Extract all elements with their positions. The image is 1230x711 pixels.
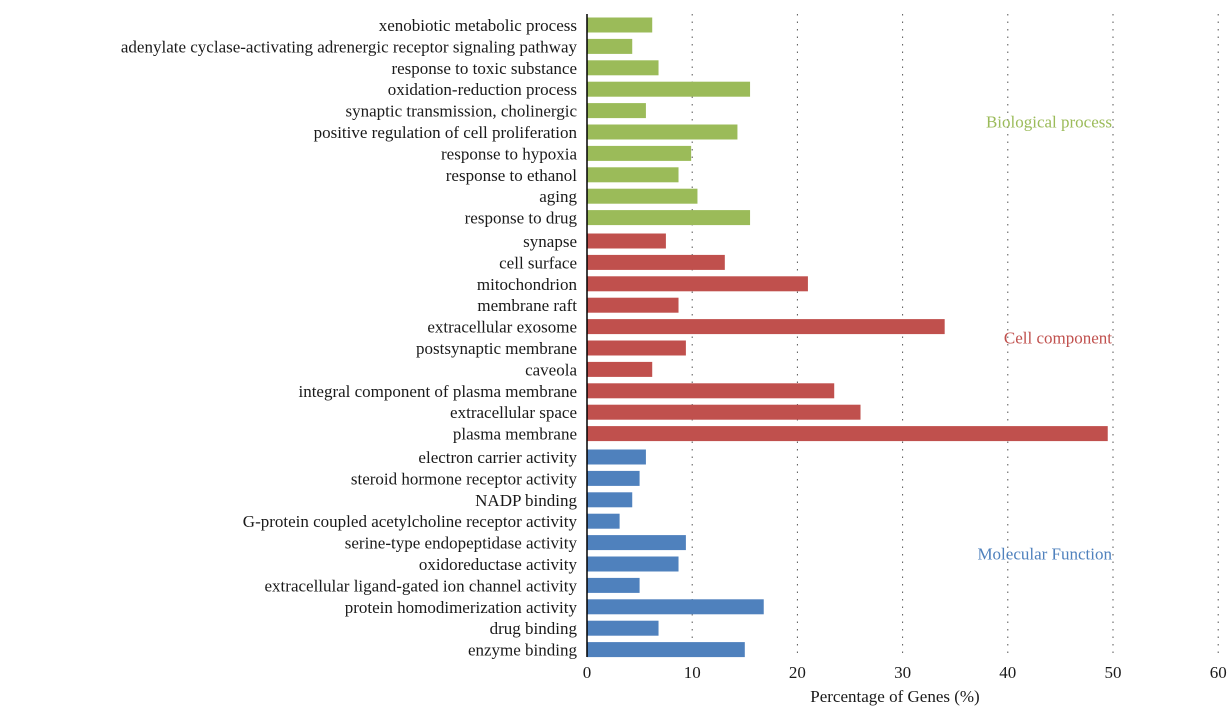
category-label: adenylate cyclase-activating adrenergic …	[121, 37, 578, 56]
gridlines	[691, 14, 1219, 657]
category-label: synapse	[523, 232, 577, 251]
bar	[587, 535, 686, 551]
bar	[587, 577, 640, 593]
category-label: xenobiotic metabolic process	[379, 16, 577, 35]
category-label: integral component of plasma membrane	[298, 382, 577, 401]
bar	[587, 449, 646, 465]
series-label: Biological process	[986, 112, 1112, 131]
category-label: G-protein coupled acetylcholine receptor…	[243, 512, 578, 531]
bar	[587, 340, 686, 356]
x-tick-label: 40	[999, 663, 1016, 682]
category-label: extracellular space	[450, 403, 577, 422]
category-label: steroid hormone receptor activity	[351, 469, 578, 488]
bar	[587, 124, 738, 140]
bar	[587, 254, 725, 270]
x-tick-label: 20	[789, 663, 806, 682]
bar	[587, 38, 633, 54]
category-label: extracellular exosome	[427, 318, 577, 337]
bar	[587, 81, 751, 97]
bar	[587, 383, 835, 399]
category-label: oxidoreductase activity	[419, 555, 578, 574]
series-label: Molecular Function	[977, 544, 1112, 563]
bar	[587, 361, 653, 377]
bar	[587, 556, 679, 572]
category-label: membrane raft	[477, 296, 577, 315]
x-tick-label: 10	[684, 663, 701, 682]
bar	[587, 17, 653, 33]
category-label: aging	[539, 187, 577, 206]
bar	[587, 210, 751, 226]
category-label: caveola	[525, 360, 577, 379]
category-label: positive regulation of cell proliferatio…	[314, 123, 578, 142]
category-label: plasma membrane	[453, 425, 577, 444]
category-label: serine-type endopeptidase activity	[345, 534, 578, 553]
bar	[587, 167, 679, 183]
bar	[587, 599, 764, 615]
series-label: Cell component	[1004, 328, 1112, 347]
bar	[587, 492, 633, 508]
category-label: extracellular ligand-gated ion channel a…	[265, 576, 578, 595]
bar	[587, 620, 659, 636]
bar	[587, 642, 745, 658]
bars	[587, 17, 1108, 658]
bar	[587, 145, 692, 161]
category-label: cell surface	[499, 253, 577, 272]
category-label: drug binding	[490, 619, 578, 638]
category-label: mitochondrion	[477, 275, 578, 294]
bar	[587, 276, 808, 292]
bar	[587, 513, 620, 529]
category-label: synaptic transmission, cholinergic	[345, 102, 577, 121]
bar	[587, 470, 640, 486]
x-axis-title: Percentage of Genes (%)	[810, 687, 979, 706]
bar	[587, 319, 945, 335]
bar	[587, 188, 698, 204]
category-labels: xenobiotic metabolic process adenylate cy…	[121, 16, 578, 660]
category-label: response to toxic substance	[391, 59, 577, 78]
x-tick-label: 30	[894, 663, 911, 682]
category-label: oxidation-reduction process	[388, 80, 577, 99]
category-label: electron carrier activity	[418, 448, 577, 467]
bar	[587, 233, 666, 249]
category-label: response to drug	[465, 209, 578, 228]
bar	[587, 103, 646, 119]
category-label: response to ethanol	[446, 166, 578, 185]
category-label: NADP binding	[475, 491, 577, 510]
axes: 0 10 20 30 40 50 60	[583, 14, 1227, 682]
x-tick-label: 60	[1210, 663, 1227, 682]
category-label: protein homodimerization activity	[345, 598, 578, 617]
category-label: enzyme binding	[468, 641, 578, 660]
bar	[587, 297, 679, 313]
x-tick-label: 0	[583, 663, 592, 682]
category-label: postsynaptic membrane	[416, 339, 577, 358]
bar	[587, 404, 861, 420]
bar	[587, 60, 659, 76]
category-label: response to hypoxia	[441, 144, 577, 163]
x-tick-label: 50	[1105, 663, 1122, 682]
group-labels: Biological process Cell component Molecula…	[977, 112, 1112, 563]
bar	[587, 426, 1108, 442]
